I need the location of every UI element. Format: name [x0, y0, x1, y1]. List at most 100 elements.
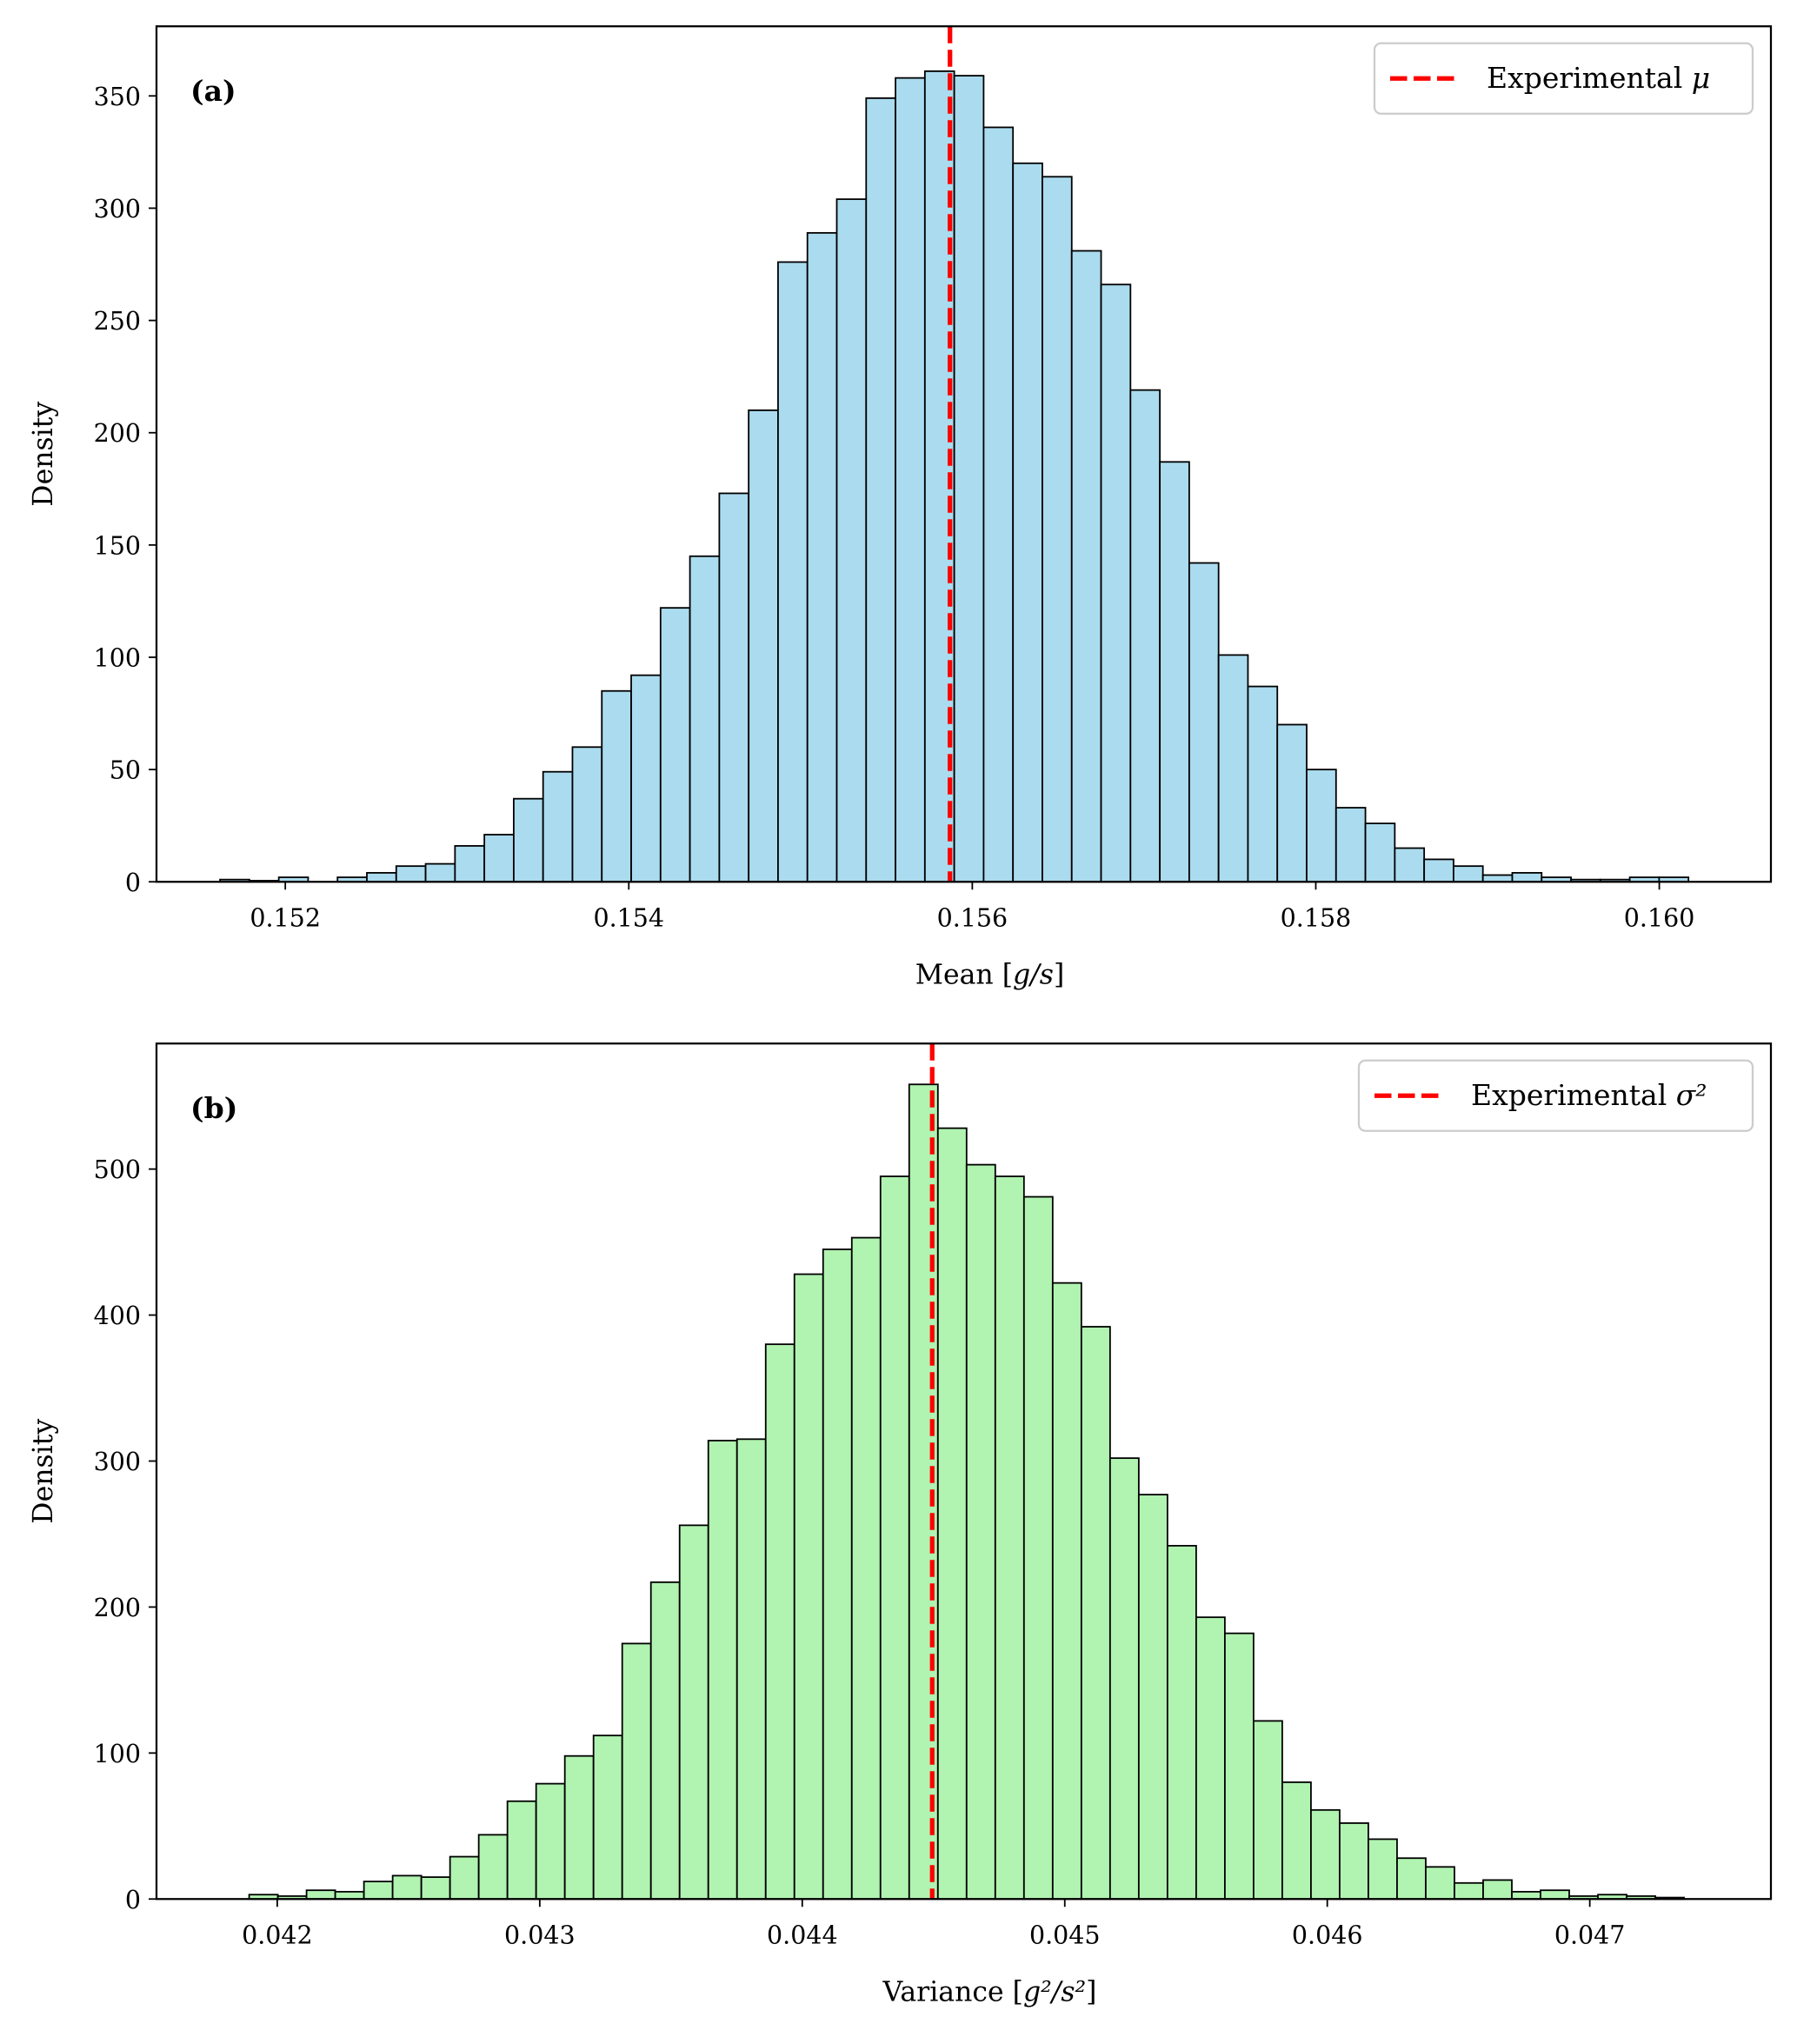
x-axis-label-text: ]: [1054, 959, 1064, 990]
x-axis-label-text: ]: [1086, 1976, 1096, 2007]
histogram-bar: [1012, 162, 1043, 883]
histogram-bar: [1281, 1781, 1312, 1901]
histogram-bar: [449, 1855, 480, 1901]
histogram-bar: [850, 1236, 882, 1901]
histogram-bar: [1511, 872, 1543, 883]
histogram-bar: [571, 746, 603, 883]
histogram-bar: [1364, 822, 1396, 883]
x-tick-label: 0.152: [250, 903, 321, 932]
y-tick-label: 400: [94, 1302, 141, 1330]
histogram-bar: [1195, 1616, 1226, 1901]
histogram-bar: [1482, 1879, 1513, 1901]
histogram-bar: [1481, 874, 1514, 883]
histogram-bar: [793, 1273, 824, 1901]
axes-frame: [155, 1042, 1773, 1901]
histogram-bar: [1129, 389, 1161, 883]
histogram-bar: [621, 1642, 652, 1901]
histogram-bar: [982, 126, 1015, 883]
histogram-bar: [659, 607, 691, 883]
histogram-bar: [678, 1524, 709, 1901]
y-tick-label: 200: [94, 1594, 141, 1622]
x-tick-label: 0.046: [1292, 1921, 1363, 1949]
x-axis-label: Mean [g/s]: [915, 959, 1065, 990]
x-axis-label-text: Mean [: [915, 959, 1013, 990]
histogram-bar: [764, 1343, 795, 1901]
y-tick-label: 50: [110, 756, 141, 785]
y-tick-label: 350: [94, 83, 141, 111]
histogram-bar: [1070, 250, 1102, 883]
histogram-bar: [1339, 1822, 1369, 1901]
legend-label-text: Experimental: [1487, 61, 1692, 95]
histogram-bar: [1247, 685, 1279, 883]
x-axis-label-text: Variance [: [882, 1976, 1023, 2007]
histogram-bar: [1217, 654, 1249, 883]
y-tick-label: 0: [125, 869, 141, 897]
y-axis-label: Density: [28, 402, 59, 507]
y-tick-label: 150: [94, 531, 141, 560]
histogram-bar: [424, 862, 456, 883]
histogram-bar: [1166, 1544, 1197, 1901]
legend-box: [1357, 1059, 1754, 1132]
histogram-bar: [542, 770, 574, 883]
histogram-bar: [1188, 562, 1220, 883]
histogram-bar: [707, 1440, 738, 1901]
histogram-bar: [735, 1438, 767, 1901]
histogram-bar: [1080, 1326, 1111, 1901]
histogram-bar: [879, 1175, 910, 1901]
histogram-bar: [305, 1889, 336, 1901]
x-tick-label: 0.154: [593, 903, 664, 932]
histogram-bar: [563, 1754, 595, 1901]
histogram-bar: [477, 1834, 509, 1901]
histogram-bar: [1137, 1494, 1168, 1901]
histogram-bar: [1022, 1195, 1054, 1901]
histogram-bar: [1310, 1808, 1341, 1901]
histogram-bar: [953, 75, 985, 883]
x-axis-label-math: g²/s²: [1023, 1976, 1086, 2007]
histogram-bar: [1394, 847, 1426, 883]
y-tick-label: 100: [94, 1740, 141, 1768]
histogram-bar: [513, 797, 544, 883]
x-tick-label: 0.044: [767, 1921, 838, 1949]
histogram-bar: [1108, 1457, 1140, 1901]
legend-label: Experimental μ: [1487, 61, 1710, 95]
histogram-bar: [895, 77, 926, 883]
histogram-bar: [1453, 865, 1484, 883]
histogram-bar: [506, 1800, 537, 1901]
histogram-bar: [649, 1581, 681, 1901]
histogram-bar: [1540, 1889, 1570, 1901]
histogram-bar: [1100, 283, 1132, 883]
histogram-bar: [420, 1876, 451, 1901]
x-axis-label-math: g/s: [1013, 959, 1054, 990]
x-tick-label: 0.045: [1029, 1921, 1101, 1949]
histogram-bar: [363, 1881, 394, 1901]
histogram-bar: [454, 845, 486, 883]
panel-label: (b): [190, 1091, 237, 1125]
histogram-bar: [718, 492, 750, 883]
x-tick-label: 0.158: [1281, 903, 1352, 932]
histogram-bar: [1224, 1632, 1255, 1901]
histogram-bar: [1253, 1720, 1283, 1901]
histogram-bar: [592, 1734, 623, 1901]
histogram-bar: [334, 1890, 365, 1901]
histogram-bar: [1425, 1866, 1455, 1901]
axes-frame: [155, 25, 1773, 883]
histogram-bar: [994, 1175, 1025, 1901]
legend-label: Experimental σ²: [1471, 1078, 1707, 1112]
y-tick-label: 300: [94, 195, 141, 223]
x-tick-label: 0.160: [1624, 903, 1695, 932]
histogram-bar: [1368, 1838, 1398, 1901]
histogram-bar: [366, 872, 397, 883]
histogram-bar: [1051, 1282, 1082, 1901]
histogram-bar: [1306, 769, 1337, 883]
histogram-bar: [822, 1248, 853, 1901]
histogram-bar: [689, 555, 721, 883]
legend-label-text: Experimental: [1471, 1078, 1676, 1112]
histogram-mean: 0.152 0.154 0.156 0.158 0.160 0 50 100 150 200 250…: [28, 25, 1773, 990]
x-tick-label: 0.047: [1554, 1921, 1626, 1949]
histogram-bar: [601, 689, 632, 883]
histogram-bar: [806, 231, 838, 883]
histogram-bar: [483, 834, 515, 883]
y-tick-label: 200: [94, 419, 141, 448]
x-tick-label: 0.043: [504, 1921, 576, 1949]
y-axis-label: Density: [28, 1419, 59, 1524]
